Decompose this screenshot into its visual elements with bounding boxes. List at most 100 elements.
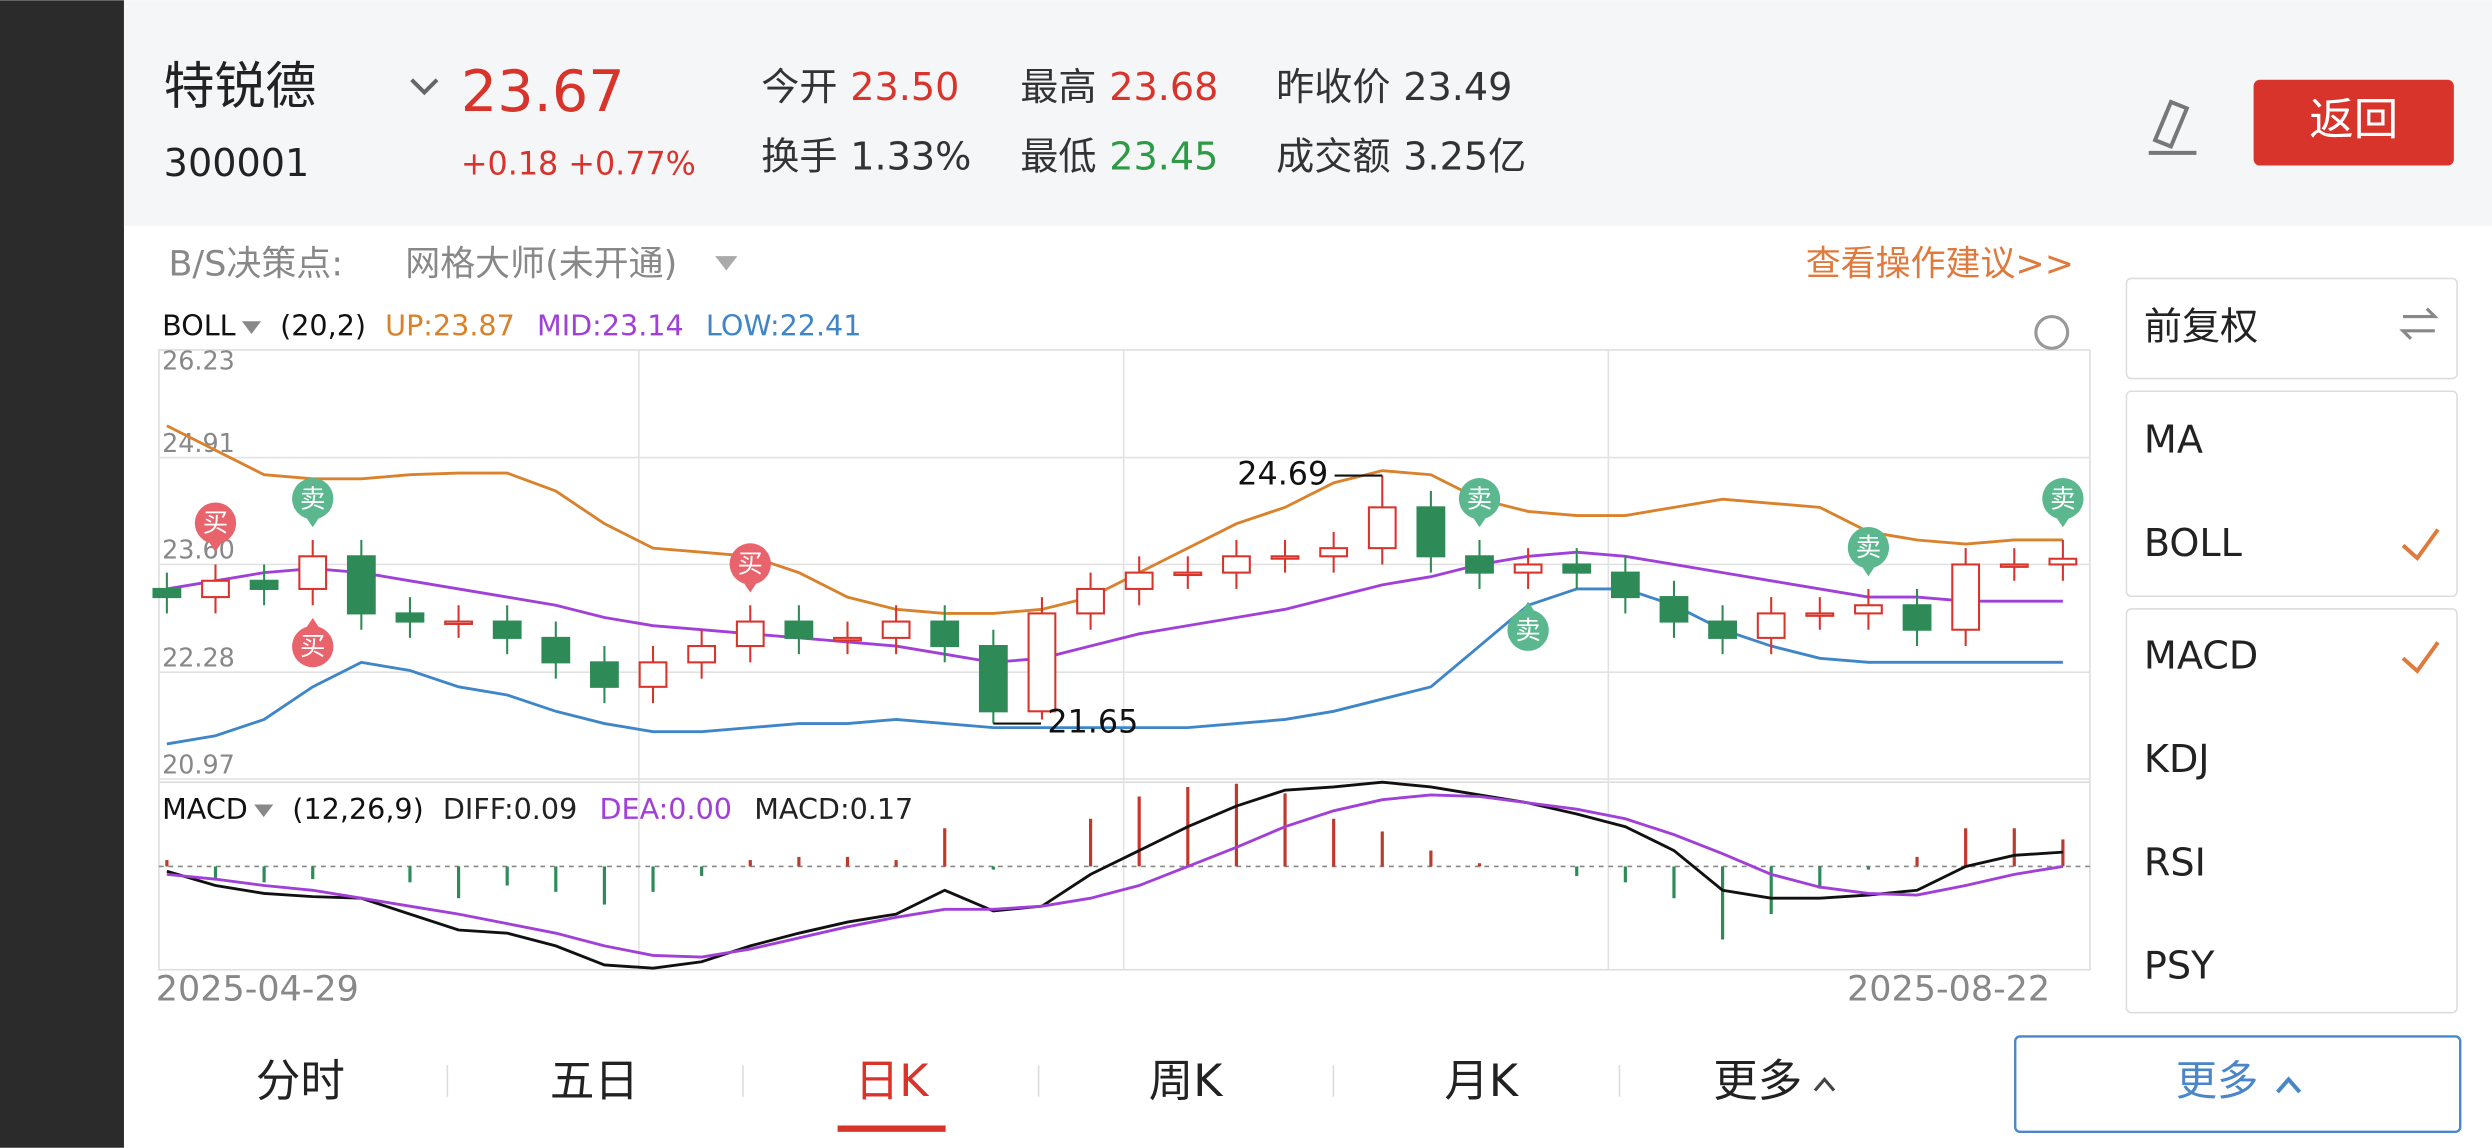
signal-label: 卖	[1515, 615, 1540, 645]
bs-value[interactable]: 网格大师(未开通)	[405, 245, 677, 285]
candle-body	[1222, 555, 1251, 574]
candle-body	[1076, 587, 1105, 615]
macd-line	[166, 780, 2063, 970]
candle-body	[201, 579, 230, 599]
candle-body	[2048, 557, 2078, 566]
stat-label: 最低	[1020, 135, 1096, 179]
legend-value: LOW:22.41	[706, 309, 862, 343]
main-box	[2125, 390, 2458, 598]
indicator-params: (20,2)	[280, 309, 366, 343]
adjust-box[interactable]	[2125, 277, 2458, 380]
stat-value: 23.49	[1403, 65, 1512, 109]
candle-body	[930, 620, 960, 648]
settings-icon[interactable]	[2034, 314, 2070, 350]
side-strip	[0, 0, 124, 1148]
tab-label[interactable]: 分时	[256, 1056, 345, 1107]
stat-value: 23.68	[1109, 65, 1218, 109]
indicator-option[interactable]: MA	[2144, 418, 2203, 462]
signal-badge	[194, 502, 237, 544]
candle-body	[784, 620, 814, 639]
candle-body	[1319, 547, 1349, 558]
bs-label: B/S决策点:	[168, 245, 343, 285]
indicator-name[interactable]: MACD	[162, 792, 248, 826]
boll-line	[166, 550, 2063, 664]
candle-body	[1173, 571, 1203, 577]
candle-body	[249, 579, 279, 590]
candle-body	[541, 636, 571, 664]
tab-label[interactable]: 更多	[1713, 1056, 1802, 1107]
candle-body	[1854, 604, 1883, 615]
last-price: 23.67	[461, 59, 625, 125]
indicator-option[interactable]: BOLL	[2144, 521, 2243, 565]
candle-body	[1902, 604, 1932, 631]
indicator-option[interactable]: KDJ	[2144, 737, 2210, 781]
candle-body	[1999, 563, 2029, 568]
candle-body	[978, 645, 1008, 713]
candle-body	[1367, 506, 1397, 550]
bs-link[interactable]: 查看操作建议>>	[1806, 245, 2074, 285]
x-date-label: 2025-04-29	[156, 969, 359, 1009]
more-arrow	[2275, 1076, 2302, 1094]
candle-body	[152, 587, 182, 599]
switch-icon	[2399, 307, 2439, 340]
candle-body	[833, 636, 862, 642]
signal-badge	[292, 625, 334, 668]
tab-label[interactable]: 日K	[855, 1056, 931, 1107]
stock-code: 300001	[164, 141, 310, 185]
price-change: +0.18 +0.77%	[461, 147, 696, 183]
candle-body	[1756, 612, 1786, 639]
y-tick-label: 20.97	[162, 749, 235, 779]
signal-badge	[1847, 526, 1890, 569]
stock-name: 特锐德	[164, 56, 317, 115]
candle-body	[881, 620, 911, 639]
more-button[interactable]	[2014, 1035, 2462, 1134]
signal-badge	[1458, 478, 1501, 520]
candle-body	[1270, 555, 1300, 560]
edit-icon[interactable]	[2148, 99, 2197, 155]
bs-dropdown[interactable]	[715, 256, 738, 271]
check-mark	[2401, 528, 2440, 562]
indicator-option[interactable]: MACD	[2144, 634, 2258, 678]
candle-body	[1805, 612, 1835, 617]
tab-label[interactable]: 周K	[1149, 1056, 1225, 1107]
candle-body	[1027, 612, 1057, 713]
name-dropdown[interactable]	[410, 78, 439, 96]
header-bg	[123, 0, 2492, 226]
stat-label: 成交额	[1276, 135, 1390, 179]
tab-more-arrow	[1813, 1076, 1836, 1092]
signal-label: 买	[738, 549, 763, 579]
signal-badge	[1507, 609, 1549, 651]
stat-label: 昨收价	[1276, 65, 1390, 109]
indicator-dropdown[interactable]	[254, 804, 274, 818]
stat-value: 3.25亿	[1403, 135, 1526, 179]
indicator-option[interactable]: RSI	[2144, 840, 2206, 884]
candle-body	[1610, 571, 1640, 599]
signal-label: 卖	[300, 483, 325, 513]
tab-label[interactable]: 月K	[1444, 1056, 1520, 1107]
legend-value: DEA:0.00	[600, 792, 732, 826]
macd-line	[166, 793, 2064, 959]
more-label: 更多	[2176, 1057, 2259, 1105]
candle-body	[1465, 555, 1494, 574]
candle-body	[1416, 506, 1446, 558]
candle-body	[1124, 571, 1154, 590]
signal-label: 卖	[1856, 532, 1881, 562]
check-mark	[2401, 641, 2440, 674]
candle-body	[1708, 620, 1737, 639]
candle-body	[298, 555, 328, 590]
tab-label[interactable]: 五日	[550, 1056, 639, 1107]
indicator-name[interactable]: BOLL	[162, 309, 236, 343]
back-button[interactable]	[2253, 79, 2454, 166]
indicator-dropdown[interactable]	[241, 321, 262, 335]
y-tick-label: 26.23	[162, 346, 235, 376]
candle-body	[1659, 596, 1689, 623]
legend-value: DIFF:0.09	[443, 792, 577, 826]
signal-badge	[729, 543, 771, 585]
signal-badge	[292, 478, 334, 520]
candle-body	[1562, 563, 1592, 574]
indicator-option[interactable]: PSY	[2144, 944, 2215, 988]
candle-body	[687, 645, 717, 664]
